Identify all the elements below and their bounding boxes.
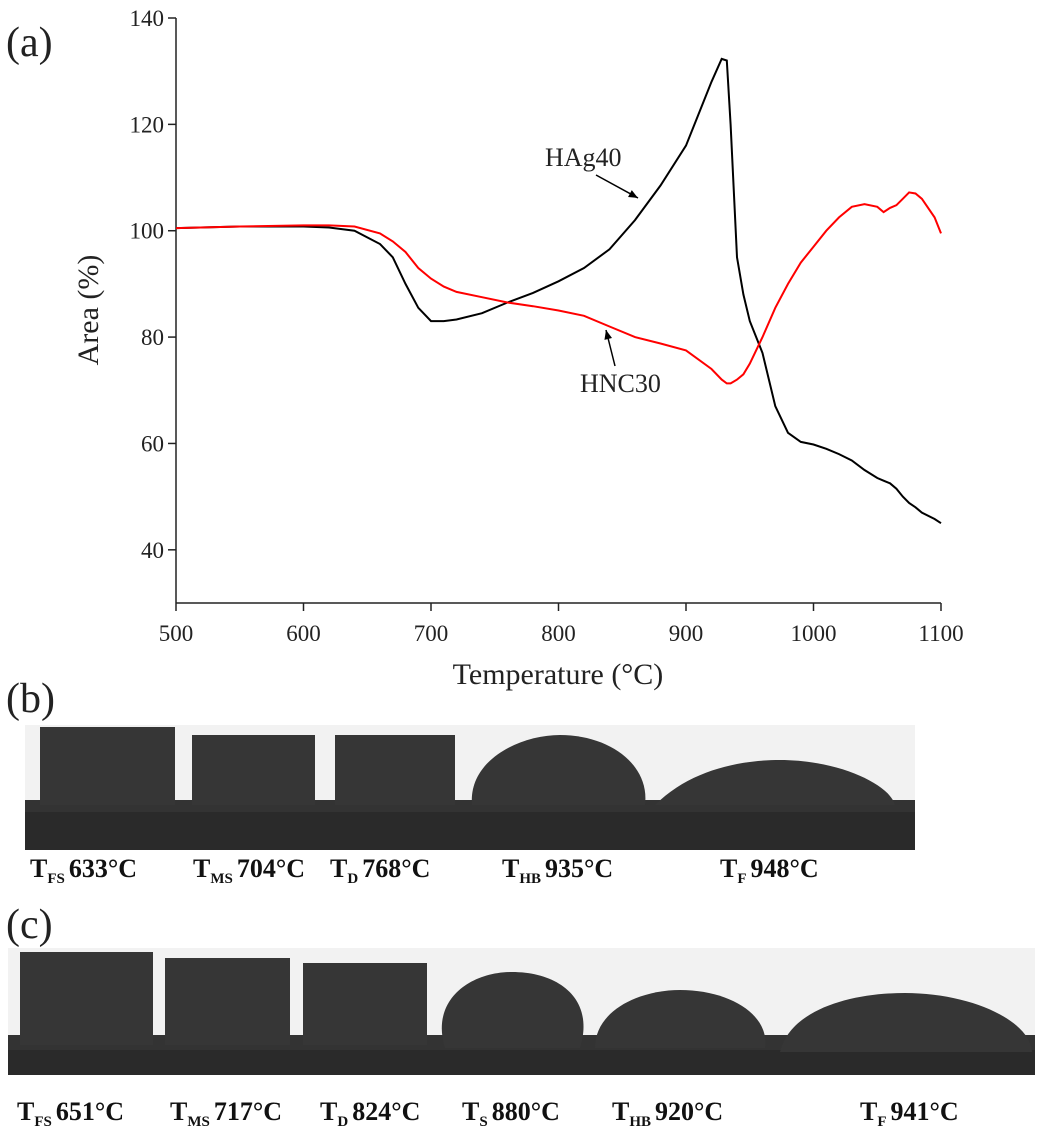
caption-symbol: T: [30, 854, 47, 883]
caption-symbol: T: [170, 1097, 187, 1126]
caption-subscript: D: [347, 871, 358, 887]
caption-value: 651°C: [56, 1097, 124, 1126]
caption-symbol: T: [330, 854, 347, 883]
caption: TS 880°C: [462, 1097, 560, 1130]
caption: TD 824°C: [320, 1097, 420, 1130]
series-label: HNC30: [580, 369, 661, 398]
caption-subscript: F: [877, 1114, 886, 1130]
caption-subscript: S: [479, 1114, 487, 1130]
x-axis-label: Temperature (°C): [453, 658, 664, 691]
photo-c: [8, 948, 1035, 1075]
x-tick-label: 1100: [918, 621, 963, 646]
caption-subscript: FS: [47, 871, 65, 887]
caption-value: 920°C: [655, 1097, 723, 1126]
y-tick-label: 60: [141, 431, 164, 456]
caption-value: 768°C: [362, 854, 430, 883]
x-tick-label: 800: [541, 621, 576, 646]
caption-value: 633°C: [69, 854, 137, 883]
caption-subscript: FS: [34, 1114, 52, 1130]
caption: THB 920°C: [612, 1097, 723, 1130]
caption-subscript: F: [737, 871, 746, 887]
panel-label: (a): [6, 20, 53, 66]
caption-symbol: T: [320, 1097, 337, 1126]
caption-value: 704°C: [237, 854, 305, 883]
panel-label: (c): [6, 902, 53, 948]
caption-subscript: HB: [629, 1114, 651, 1130]
line-series: [175, 191, 942, 385]
photo-b: [25, 725, 915, 850]
caption-symbol: T: [193, 854, 210, 883]
caption-value: 948°C: [751, 854, 819, 883]
caption: TMS 704°C: [193, 854, 305, 887]
y-tick-label: 140: [130, 6, 165, 31]
y-tick-label: 100: [130, 219, 165, 244]
caption: TF 948°C: [720, 854, 819, 887]
panel-label: (b): [6, 676, 55, 722]
caption: TFS 633°C: [30, 854, 137, 887]
caption: TF 941°C: [860, 1097, 959, 1130]
caption: TMS 717°C: [170, 1097, 282, 1130]
caption-subscript: D: [337, 1114, 348, 1130]
caption-subscript: MS: [210, 871, 233, 887]
y-tick-label: 80: [141, 325, 164, 350]
arrow-head: [604, 330, 613, 340]
caption-subscript: MS: [187, 1114, 210, 1130]
caption-symbol: T: [860, 1097, 877, 1126]
caption-value: 880°C: [492, 1097, 560, 1126]
caption-symbol: T: [462, 1097, 479, 1126]
x-tick-label: 700: [414, 621, 449, 646]
x-tick-label: 600: [286, 621, 321, 646]
line-series: [175, 57, 942, 525]
y-axis-label: Area (%): [72, 255, 105, 366]
caption-value: 941°C: [891, 1097, 959, 1126]
arrow-head: [628, 190, 638, 198]
y-tick-label: 120: [130, 112, 165, 137]
series-label: HAg40: [545, 143, 622, 172]
x-tick-label: 500: [159, 621, 194, 646]
caption: TFS 651°C: [17, 1097, 124, 1130]
caption: THB 935°C: [502, 854, 613, 887]
caption-symbol: T: [612, 1097, 629, 1126]
caption-symbol: T: [502, 854, 519, 883]
caption-value: 824°C: [352, 1097, 420, 1126]
x-tick-label: 1000: [791, 621, 837, 646]
caption: TD 768°C: [330, 854, 430, 887]
x-tick-label: 900: [669, 621, 704, 646]
caption-value: 935°C: [545, 854, 613, 883]
caption-value: 717°C: [214, 1097, 282, 1126]
caption-symbol: T: [17, 1097, 34, 1126]
caption-symbol: T: [720, 854, 737, 883]
y-tick-label: 40: [141, 538, 164, 563]
caption-subscript: HB: [519, 871, 541, 887]
